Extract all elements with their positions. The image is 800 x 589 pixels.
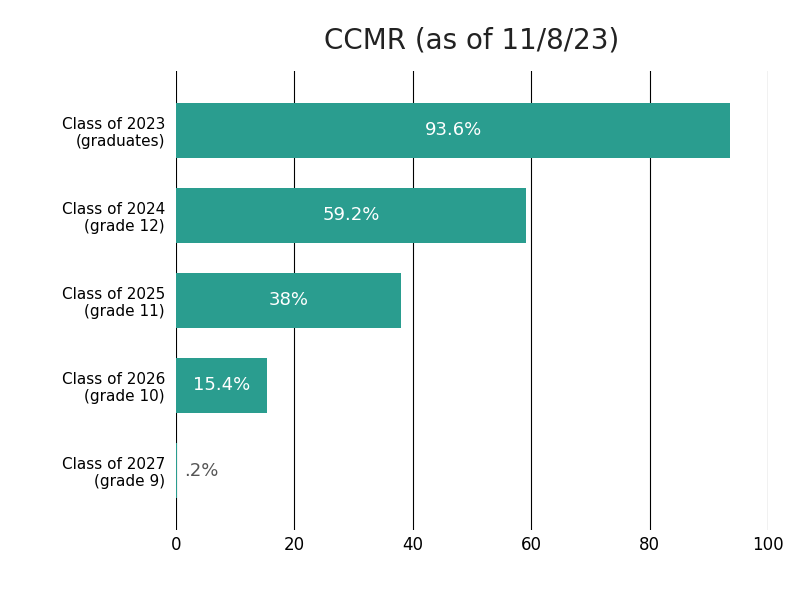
Text: .2%: .2% [184, 462, 218, 479]
Text: 38%: 38% [269, 292, 309, 309]
Text: 15.4%: 15.4% [193, 376, 250, 395]
Title: CCMR (as of 11/8/23): CCMR (as of 11/8/23) [324, 27, 620, 54]
Bar [176, 273, 401, 328]
Bar [176, 443, 177, 498]
Bar [176, 102, 730, 158]
Text: 59.2%: 59.2% [322, 206, 380, 224]
Text: 93.6%: 93.6% [425, 121, 482, 139]
Bar [176, 188, 526, 243]
Bar [176, 358, 267, 413]
